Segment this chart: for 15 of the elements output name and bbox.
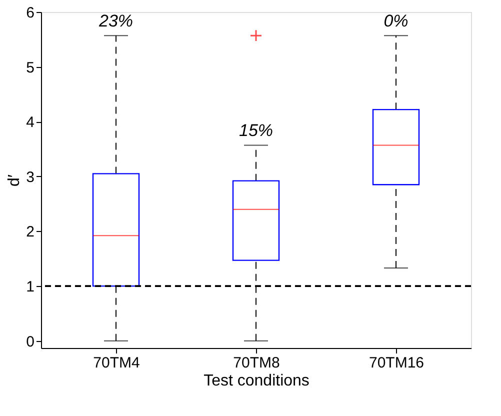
annotation: 23% bbox=[98, 12, 134, 31]
y-tick-label: 1 bbox=[26, 278, 34, 296]
annotation: 0% bbox=[384, 12, 408, 31]
y-tick-label: 6 bbox=[26, 4, 34, 22]
y-tick-label: 5 bbox=[26, 59, 34, 76]
x-tick-label: 70TM8 bbox=[233, 354, 280, 372]
y-axis-title: d′ bbox=[6, 174, 24, 186]
y-tick-label: 0 bbox=[26, 333, 34, 350]
annotation: 15% bbox=[238, 121, 274, 140]
x-axis-title: Test conditions bbox=[204, 372, 310, 390]
y-tick-label: 3 bbox=[26, 168, 34, 186]
x-tick-label: 70TM16 bbox=[368, 354, 424, 372]
y-tick-label: 2 bbox=[26, 224, 34, 241]
x-tick-label: 70TM4 bbox=[93, 354, 140, 372]
y-tick-label: 4 bbox=[26, 114, 34, 132]
